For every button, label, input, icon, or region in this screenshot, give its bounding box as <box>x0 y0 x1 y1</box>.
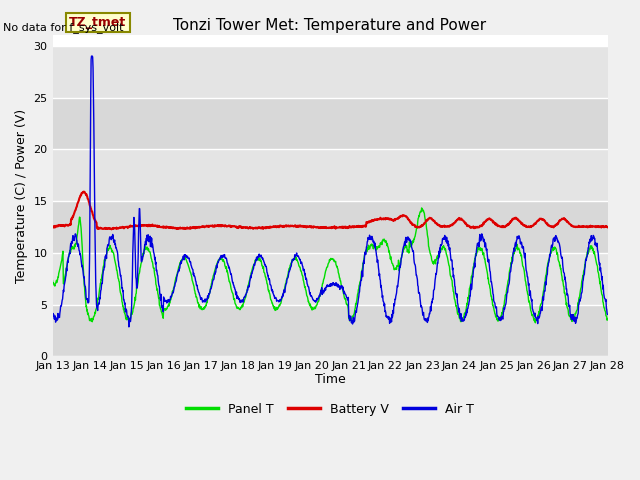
Legend: Panel T, Battery V, Air T: Panel T, Battery V, Air T <box>182 398 479 420</box>
Text: TZ_tmet: TZ_tmet <box>69 16 127 29</box>
Bar <box>52 97 607 149</box>
Bar <box>52 201 607 253</box>
Title: Tonzi Tower Met: Temperature and Power: Tonzi Tower Met: Temperature and Power <box>173 18 486 33</box>
Bar <box>52 149 607 201</box>
X-axis label: Time: Time <box>315 372 346 385</box>
Bar <box>52 305 607 356</box>
Bar <box>52 253 607 305</box>
Y-axis label: Temperature (C) / Power (V): Temperature (C) / Power (V) <box>15 109 28 283</box>
Bar <box>52 46 607 97</box>
Text: No data for f_sys_volt: No data for f_sys_volt <box>3 22 124 33</box>
